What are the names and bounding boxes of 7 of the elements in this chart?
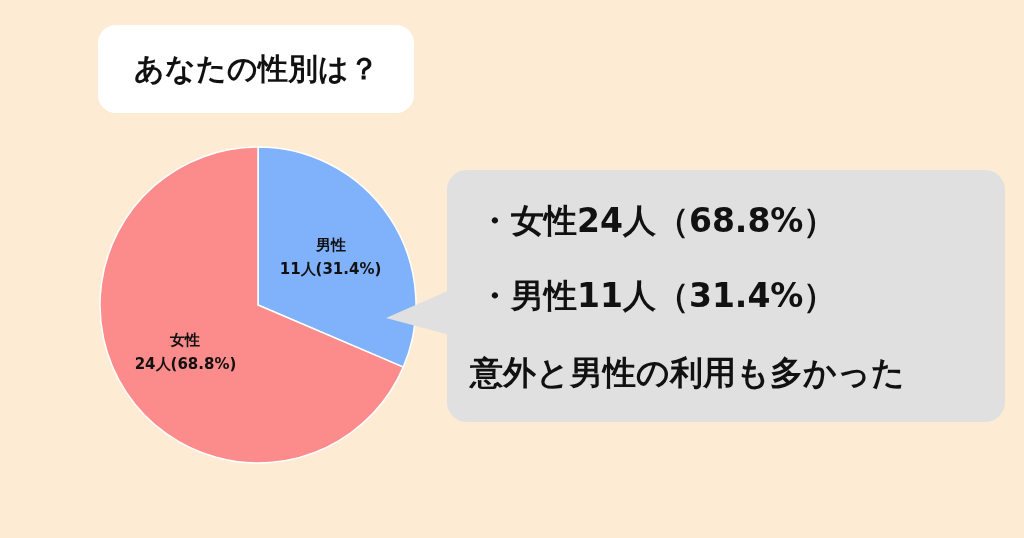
data-label: 24人(68.8%) (134, 355, 237, 374)
slice-label: 女性 (169, 331, 201, 350)
chart-title: あなたの性別は？ (133, 50, 379, 86)
callout: ・女性24人（68.8%） ・男性11人（31.4%） 意外と男性の利用も多かった (386, 170, 1005, 422)
data-label: 11人(31.4%) (279, 259, 382, 278)
slice-label: 男性 (314, 235, 346, 254)
pie-slice (257, 146, 417, 368)
